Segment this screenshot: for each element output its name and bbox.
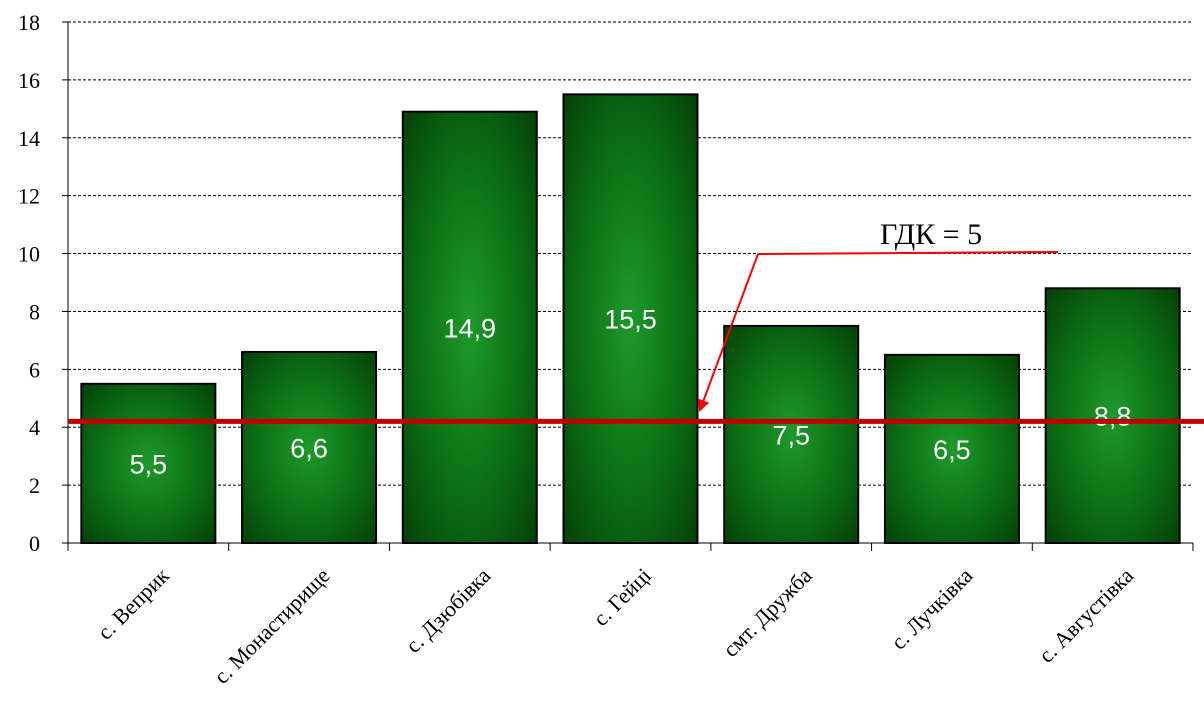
y-tick-label: 4 xyxy=(29,415,40,440)
y-tick-label: 0 xyxy=(29,531,40,556)
bars xyxy=(80,93,1181,545)
y-tick-label: 8 xyxy=(29,299,40,324)
category-label: смт. Дружба xyxy=(718,563,817,662)
bar xyxy=(562,93,699,544)
y-tick-label: 10 xyxy=(18,242,40,267)
data-label: 14,9 xyxy=(444,313,497,343)
y-tick-label: 18 xyxy=(18,10,40,35)
data-labels: 5,5 6,6 14,9 15,5 7,5 6,5 8,8 xyxy=(130,305,1132,480)
y-tick-label: 14 xyxy=(18,126,40,151)
data-label: 8,8 xyxy=(1094,402,1132,432)
category-label: с. Гейці xyxy=(588,563,656,631)
category-label: с. Августівка xyxy=(1033,563,1138,668)
category-label: с. Дзюбівка xyxy=(400,563,495,658)
bar xyxy=(1044,287,1181,544)
category-label: с. Веприк xyxy=(92,563,174,645)
data-label: 5,5 xyxy=(130,449,168,479)
y-tick-label: 12 xyxy=(18,184,40,209)
bar xyxy=(401,110,538,544)
bar xyxy=(883,353,1020,544)
data-label: 15,5 xyxy=(604,305,657,335)
category-label: с. Лучківка xyxy=(886,563,978,655)
bar xyxy=(723,324,860,544)
category-label: с. Монастирище xyxy=(209,563,335,689)
data-label: 6,6 xyxy=(290,433,328,463)
y-tick-label: 6 xyxy=(29,357,40,382)
y-tick-label: 2 xyxy=(29,473,40,498)
bar xyxy=(80,382,217,544)
bar xyxy=(241,350,378,545)
annotation-group: ГДК = 5 xyxy=(697,218,1059,412)
annotation-leader xyxy=(757,251,1059,255)
y-tick-label: 16 xyxy=(18,68,40,93)
annotation-arrow xyxy=(697,253,759,412)
data-label: 7,5 xyxy=(772,420,810,450)
data-label: 6,5 xyxy=(933,435,971,465)
annotation-label: ГДК = 5 xyxy=(880,218,982,251)
